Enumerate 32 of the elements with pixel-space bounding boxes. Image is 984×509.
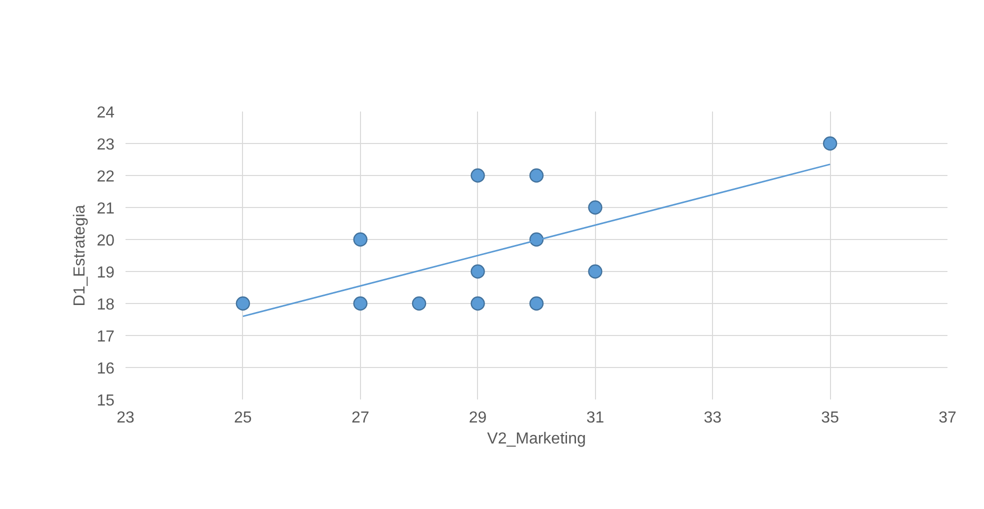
x-tick-label: 27 [351, 410, 370, 426]
point [529, 168, 544, 183]
point [353, 232, 368, 247]
point [588, 200, 602, 215]
y-tick-label: 22 [96, 168, 115, 186]
x-tick-label: 25 [234, 410, 252, 426]
y-tick-label: 21 [96, 200, 115, 218]
point [588, 264, 602, 279]
point [412, 296, 426, 311]
y-tick-label: 17 [96, 328, 115, 346]
point [470, 168, 485, 183]
y-tick-label: 16 [96, 360, 115, 378]
y-tick-label: 15 [96, 392, 115, 410]
point [470, 264, 485, 279]
x-axis-title: V2_Marketing [487, 430, 586, 448]
y-tick-label: 24 [96, 104, 115, 122]
point [529, 296, 544, 311]
y-tick-label: 18 [96, 296, 115, 314]
x-tick-label: 37 [938, 410, 956, 426]
x-tick-label: 33 [704, 410, 722, 426]
point [822, 136, 838, 151]
x-tick-label: 31 [586, 410, 604, 426]
x-tick-label: 29 [468, 410, 487, 426]
x-tick-label: 35 [821, 410, 840, 426]
x-tick-label: 23 [116, 410, 134, 426]
y-tick-label: 19 [96, 264, 115, 282]
point [470, 296, 485, 311]
y-axis-title: D1_Estrategia [72, 204, 89, 306]
point [236, 296, 250, 311]
point [353, 296, 368, 311]
y-tick-label: 20 [96, 232, 115, 250]
y-tick-label: 23 [96, 136, 115, 154]
